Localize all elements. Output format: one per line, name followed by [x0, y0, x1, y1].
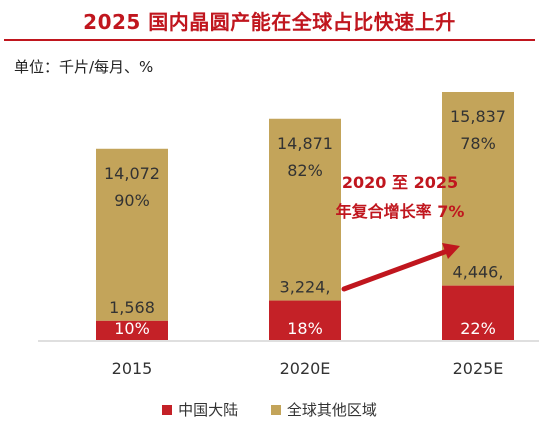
annotation-cagr-line1: 2020 至 2025 — [342, 173, 458, 192]
label-china-pct-2025e: 22% — [460, 319, 496, 338]
label-rest-pct-2025e: 78% — [460, 134, 496, 153]
growth-arrow-head — [442, 243, 460, 259]
title-underline — [4, 39, 535, 41]
x-tick-2025e: 2025E — [453, 359, 504, 378]
chart-legend: 中国大陆 全球其他区域 — [0, 399, 539, 420]
growth-arrow-shaft — [341, 247, 453, 292]
annotation-cagr-line2: 年复合增长率 7% — [336, 202, 465, 221]
x-tick-2020e: 2020E — [280, 359, 331, 378]
x-tick-2015: 2015 — [112, 359, 153, 378]
label-china-pct-2020e: 18% — [287, 319, 323, 338]
legend-label-china: 中国大陆 — [178, 401, 239, 419]
bar-china-2015 — [96, 320, 168, 340]
bar-china-2025e — [442, 285, 514, 340]
legend-item-rest-of-world: 全球其他区域 — [270, 399, 377, 420]
chart-title: 2025 国内晶圆产能在全球占比快速上升 — [83, 10, 456, 34]
bar-china-2020e — [269, 300, 341, 340]
label-rest-value-2015: 14,072 — [104, 164, 160, 183]
legend-swatch-china — [162, 404, 173, 415]
bar-rest-of-world-2015 — [96, 148, 168, 321]
label-china-value-2020e: 3,224, — [280, 278, 331, 297]
label-rest-pct-2020e: 82% — [287, 161, 323, 180]
label-china-value-2025e: 4,446, — [453, 263, 504, 282]
legend-swatch-rest-of-world — [270, 404, 281, 415]
unit-label: 单位：千片/每月、% — [14, 58, 154, 76]
legend-item-china: 中国大陆 — [162, 399, 238, 420]
legend-label-rest-of-world: 全球其他区域 — [286, 401, 377, 419]
label-china-pct-2015: 10% — [114, 319, 150, 338]
label-china-value-2015: 1,568 — [109, 298, 155, 317]
label-rest-value-2025e: 15,837 — [450, 107, 506, 126]
bar-rest-of-world-2020e — [269, 118, 341, 301]
label-rest-pct-2015: 90% — [114, 191, 150, 210]
bar-rest-of-world-2025e — [442, 92, 514, 286]
label-rest-value-2020e: 14,871 — [277, 134, 333, 153]
